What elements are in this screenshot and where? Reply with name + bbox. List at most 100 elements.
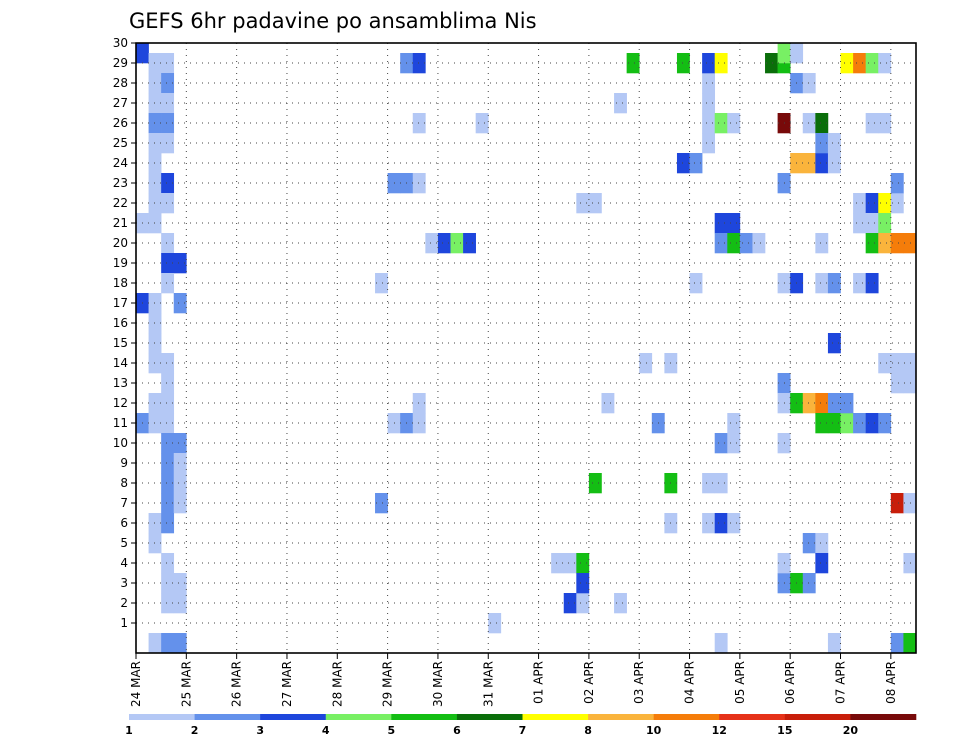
colorbar-segment (260, 714, 327, 720)
heatmap-cell (148, 333, 162, 354)
heatmap-cell (412, 113, 426, 134)
heatmap-cell (890, 373, 904, 394)
heatmap-cell (890, 633, 904, 654)
colorbar-label: 15 (777, 724, 792, 737)
heatmap-cell (853, 213, 866, 234)
heatmap-cell (161, 173, 175, 194)
heatmap-cell (148, 353, 162, 374)
colorbar-label: 20 (843, 724, 859, 737)
heatmap-cell (161, 393, 175, 414)
heatmap-cell (853, 53, 866, 74)
heatmap-cell (840, 413, 854, 434)
colorbar-label: 3 (256, 724, 264, 737)
heatmap-cell (878, 353, 892, 374)
heatmap-cell (878, 113, 892, 134)
heatmap-cell (161, 133, 175, 154)
colorbar-label: 6 (453, 724, 461, 737)
y-tick-label: 17 (113, 296, 128, 310)
heatmap-cell (903, 233, 917, 254)
heatmap-cell (475, 113, 489, 134)
colorbar-segment (325, 714, 392, 720)
heatmap-cell (853, 413, 866, 434)
colorbar-label: 7 (519, 724, 527, 737)
colorbar-segment (653, 714, 720, 720)
y-tick-label: 21 (113, 216, 128, 230)
heatmap-cell (865, 413, 879, 434)
y-tick-label: 3 (120, 576, 128, 590)
heatmap-cell (752, 233, 766, 254)
heatmap-cell (890, 173, 904, 194)
heatmap-cells (136, 43, 917, 654)
heatmap-cell (626, 53, 640, 74)
x-tick-label: 24 MAR (129, 661, 143, 707)
heatmap-cell (802, 73, 816, 94)
heatmap-cell (148, 393, 162, 414)
heatmap-cell (161, 513, 175, 534)
heatmap-cell (161, 633, 175, 654)
y-tick-label: 28 (113, 76, 128, 90)
heatmap-cell (714, 213, 728, 234)
heatmap-cell (148, 153, 162, 174)
heatmap-cell (727, 233, 741, 254)
x-axis-ticks: 24 MAR 25 MAR 26 MAR 27 MAR 28 MAR 29 MAR 30 M… (129, 653, 898, 707)
x-tick-label: 26 MAR (230, 661, 244, 707)
heatmap-cell (375, 493, 388, 514)
y-tick-label: 8 (120, 476, 128, 490)
y-tick-label: 30 (113, 36, 128, 50)
heatmap-cell (827, 153, 841, 174)
heatmap-cell (161, 593, 175, 614)
heatmap-cell (815, 113, 829, 134)
heatmap-cell (865, 273, 879, 294)
heatmap-cell (148, 413, 162, 434)
y-tick-label: 2 (120, 596, 128, 610)
heatmap-cell (161, 553, 175, 574)
heatmap-cell (802, 393, 816, 414)
y-tick-label: 5 (120, 536, 128, 550)
heatmap-cell (450, 233, 464, 254)
heatmap-cell (148, 313, 162, 334)
heatmap-cell (903, 553, 917, 574)
heatmap-cell (890, 493, 904, 514)
colorbar-segment (522, 714, 589, 720)
heatmap-cell (878, 213, 892, 234)
y-tick-label: 22 (113, 196, 128, 210)
heatmap-cell (161, 73, 175, 94)
heatmap-cell (878, 193, 892, 214)
heatmap-cell (865, 53, 879, 74)
heatmap-cell (865, 233, 879, 254)
colorbar-label: 1 (125, 724, 133, 737)
heatmap-cell (815, 133, 829, 154)
heatmap-cell (148, 213, 162, 234)
heatmap-cell (676, 53, 690, 74)
heatmap-cell (727, 513, 741, 534)
y-axis-ticks: 1234567891011121314151617181920212223242… (113, 36, 136, 630)
y-tick-label: 15 (113, 336, 128, 350)
heatmap-cell (161, 253, 175, 274)
y-tick-label: 25 (113, 136, 128, 150)
heatmap-cell (815, 533, 829, 554)
x-tick-label: 08 APR (884, 661, 898, 704)
x-tick-label: 29 MAR (381, 661, 395, 707)
x-tick-label: 30 MAR (431, 661, 445, 707)
heatmap-cell (563, 593, 577, 614)
y-tick-label: 1 (120, 616, 128, 630)
heatmap-cell (173, 473, 187, 494)
heatmap-cell (702, 113, 716, 134)
y-tick-label: 29 (113, 56, 128, 70)
plot-frame (135, 42, 917, 654)
heatmap-cell (639, 353, 653, 374)
heatmap-cell (161, 93, 175, 114)
heatmap-cell (878, 233, 892, 254)
heatmap-cell (815, 273, 829, 294)
x-tick-label: 07 APR (834, 661, 848, 704)
heatmap-cell (161, 493, 175, 514)
y-tick-label: 9 (120, 456, 128, 470)
heatmap-cell (148, 293, 162, 314)
heatmap-cell (576, 593, 590, 614)
y-tick-label: 12 (113, 396, 128, 410)
heatmap-cell (148, 73, 162, 94)
heatmap-cell (173, 293, 187, 314)
heatmap-cell (903, 353, 917, 374)
heatmap-cell (148, 133, 162, 154)
